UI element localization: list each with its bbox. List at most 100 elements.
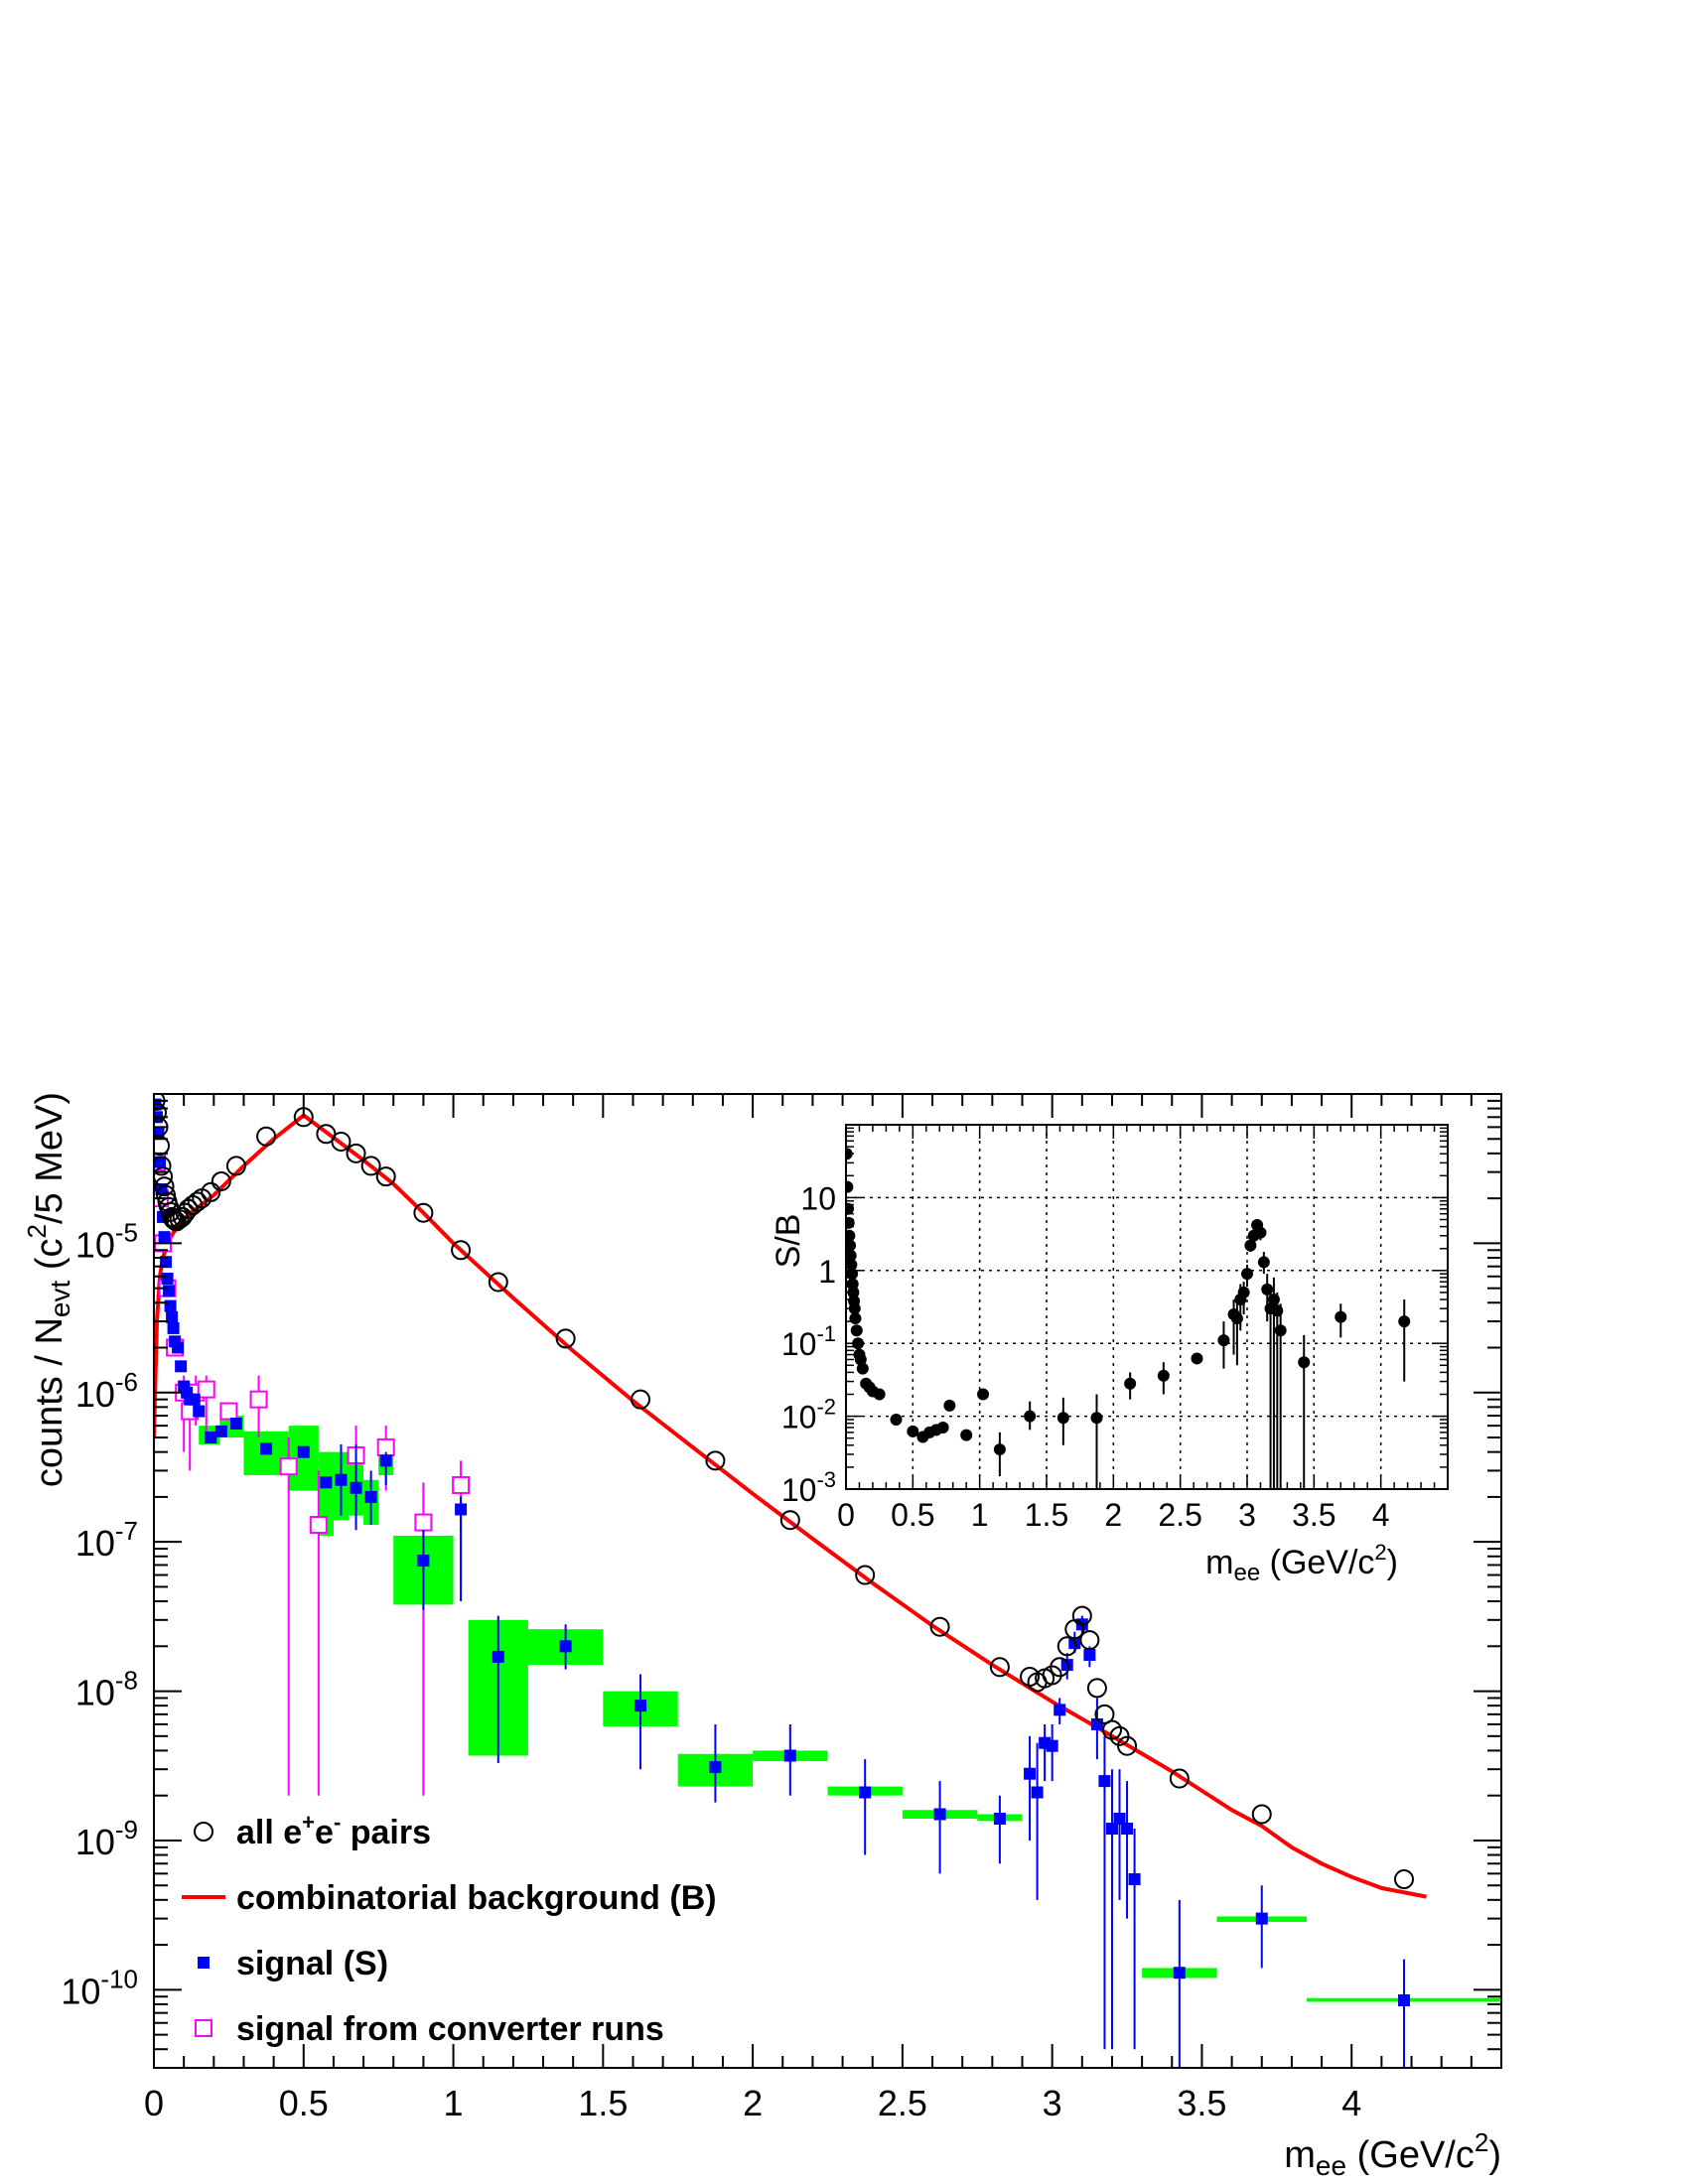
all-pairs-point [163, 1209, 184, 1230]
all-pairs-point [1056, 1636, 1077, 1657]
signal-point [166, 1310, 179, 1323]
all-pairs-point [555, 1328, 576, 1349]
inset-x-tick-label: 2.5 [1158, 1497, 1201, 1533]
signal-point [214, 1425, 227, 1437]
sb-point [1398, 1315, 1411, 1328]
sb-point [846, 1180, 854, 1193]
inset-y-axis-title: S/B [770, 1214, 807, 1269]
signal-point [559, 1640, 572, 1653]
x-tick-label: 0.5 [279, 2083, 329, 2123]
x-tick-label: 1 [444, 2083, 464, 2123]
converter-point [452, 1475, 471, 1494]
all-pairs-point [375, 1166, 396, 1187]
signal-point [1121, 1823, 1134, 1836]
all-pairs-point [929, 1616, 950, 1637]
x-tick-label: 3 [1043, 2083, 1062, 2123]
sb-point [1237, 1286, 1250, 1298]
sb-point [1335, 1310, 1347, 1323]
inset-x-tick-label: 4 [1372, 1497, 1390, 1533]
x-tick-label: 2.5 [878, 2083, 927, 2123]
inset-x-tick-label: 1.5 [1025, 1497, 1068, 1533]
all-pairs-point [451, 1240, 472, 1261]
all-pairs-point [631, 1389, 651, 1410]
all-pairs-point [413, 1202, 434, 1223]
all-pairs-point [1169, 1768, 1190, 1789]
converter-point [249, 1390, 268, 1409]
legend-marker-all-pairs [194, 1822, 213, 1842]
sb-point [850, 1324, 863, 1337]
sb-point [854, 1353, 867, 1366]
systematic-box [318, 1451, 334, 1536]
sb-point [960, 1429, 973, 1441]
signal-point [350, 1481, 362, 1494]
signal-point [167, 1321, 180, 1334]
all-pairs-point [779, 1510, 800, 1531]
sb-point [846, 1258, 858, 1271]
x-tick-label: 2 [743, 2083, 763, 2123]
sb-point [873, 1388, 886, 1401]
inset-y-tick-label: 10-3 [781, 1467, 836, 1508]
y-tick-label: 10-10 [61, 1964, 138, 2011]
all-pairs-point [1071, 1605, 1092, 1626]
signal-point [709, 1761, 722, 1774]
signal-point [1105, 1823, 1118, 1836]
sb-point [846, 1249, 857, 1262]
y-tick-label: 10-7 [75, 1516, 138, 1564]
sb-point [1257, 1256, 1270, 1269]
main-data-layer [154, 1094, 1501, 2068]
all-pairs-point [154, 1176, 175, 1197]
x-tick-label: 4 [1341, 2083, 1361, 2123]
signal-point [161, 1272, 174, 1285]
all-pairs-point [154, 1102, 168, 1123]
converter-point [414, 1513, 433, 1532]
converter-point [197, 1380, 215, 1399]
signal-point [188, 1393, 201, 1406]
signal-point [163, 1285, 176, 1297]
all-pairs-point [1079, 1630, 1100, 1651]
converter-point [219, 1402, 238, 1421]
sb-point [1254, 1226, 1267, 1239]
inset-frame [845, 1124, 1449, 1490]
signal-point [634, 1700, 647, 1712]
x-tick-label: 3.5 [1177, 2083, 1226, 2123]
all-pairs-point [1251, 1804, 1272, 1825]
signal-point [158, 1231, 171, 1244]
all-pairs-point [705, 1450, 726, 1471]
sb-point [1298, 1356, 1311, 1369]
signal-point [379, 1454, 392, 1467]
signal-point [933, 1808, 946, 1821]
signal-point [172, 1341, 185, 1354]
sb-point [1056, 1412, 1069, 1425]
x-tick-label: 1.5 [578, 2083, 628, 2123]
inset-x-tick-label: 0.5 [891, 1497, 934, 1533]
signal-point [859, 1786, 872, 1799]
sb-point [943, 1399, 956, 1412]
sb-point [936, 1421, 949, 1433]
legend-marker-converter [195, 2019, 212, 2037]
all-pairs-point [1117, 1735, 1138, 1756]
all-pairs-point [154, 1156, 172, 1176]
converter-point [279, 1457, 298, 1476]
inset-x-tick-label: 1 [971, 1497, 989, 1533]
sb-point [856, 1362, 869, 1375]
inset-x-tick-label: 3 [1238, 1497, 1256, 1533]
signal-point [260, 1442, 273, 1455]
all-pairs-point [331, 1131, 352, 1152]
sb-point [1241, 1268, 1253, 1281]
signal-point [1046, 1739, 1058, 1752]
sb-point [977, 1388, 990, 1401]
signal-point [1024, 1767, 1037, 1780]
legend-label-all: all e+e- pairs [236, 1810, 431, 1851]
all-pairs-point [1094, 1704, 1115, 1724]
sb-point [1191, 1352, 1203, 1365]
y-tick-label: 10-5 [75, 1217, 138, 1265]
signal-point [783, 1749, 796, 1762]
all-pairs-point [360, 1156, 381, 1176]
sb-point [1124, 1377, 1137, 1390]
signal-point [1098, 1775, 1111, 1788]
inset-plot: 0 0.5 1 1.5 2 2.5 3 3.5 4 10 1 10-1 10-2 10-3 S/B mee (… [770, 1124, 1449, 1586]
signal-point [320, 1476, 333, 1489]
signal-point [1397, 1993, 1410, 2006]
sb-point [993, 1443, 1006, 1456]
all-pairs-point [855, 1565, 876, 1585]
